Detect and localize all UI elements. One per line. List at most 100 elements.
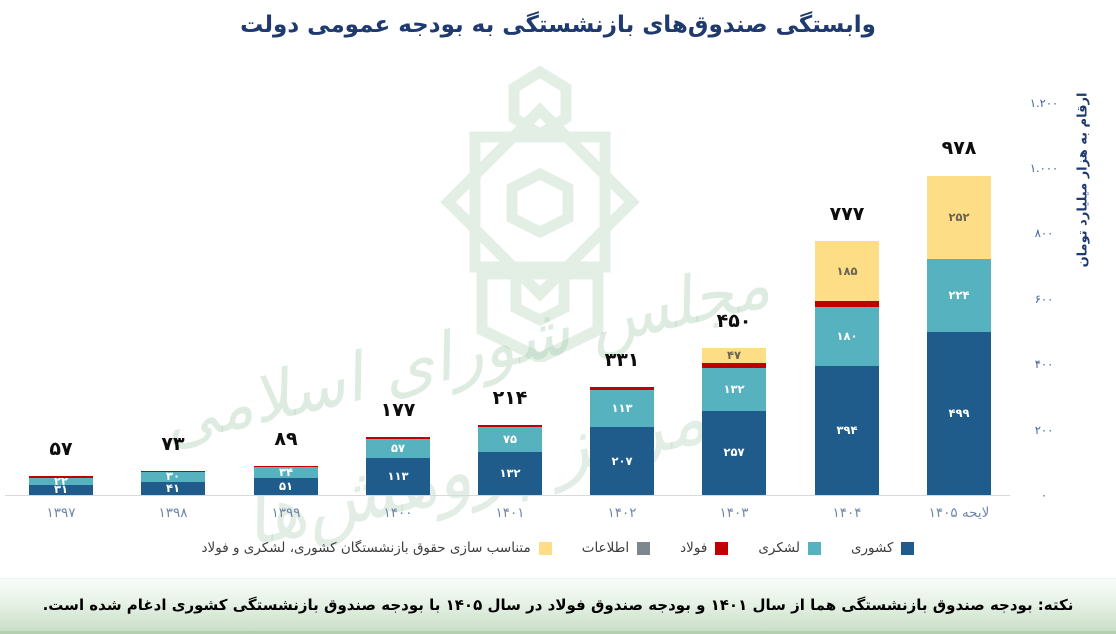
note-band: نکته: بودجه صندوق بازنشستگی هما از سال ۱… (0, 578, 1116, 634)
bar-segment (478, 425, 542, 428)
legend-item: لشکری (758, 540, 821, 556)
segment-value-label: ۳۱ (53, 482, 69, 497)
bar-segment: ۲۵۲ (927, 176, 991, 259)
stacked-bar: ۴۹۹ ۲۲۴ ۲۵۲ (927, 176, 991, 495)
stacked-bar: ۱۳۲ ۷۵ (478, 425, 542, 495)
bar-total-label: ۸۹ (274, 427, 298, 450)
bar-total-label: ۵۷ (49, 438, 73, 461)
bar-segment: ۲۲۴ (927, 258, 991, 332)
bar-segment (702, 363, 766, 368)
legend-swatch-icon (901, 541, 915, 555)
legend-swatch-icon (807, 541, 821, 555)
y-axis-tick-label: ۰ (1040, 488, 1048, 502)
bar-segment: ۳۰ (141, 469, 205, 484)
legend: کشوری لشکری فولاد اطلاعات متناسب سازی حقوق ب… (0, 540, 1116, 556)
segment-value-label: ۱۱۳ (387, 469, 409, 484)
y-axis-tick-label: ۸۰۰ (1034, 226, 1054, 241)
legend-swatch-icon (715, 541, 729, 555)
segment-value-label: ۲۰۷ (611, 453, 633, 468)
bar-segment: ۱۸۵ (815, 240, 879, 302)
bar-segment (29, 476, 93, 478)
legend-item: فولاد (680, 540, 729, 556)
segment-value-label: ۴۱ (165, 480, 181, 495)
bar-segment: ۲۰۷ (590, 427, 654, 495)
segment-value-label: ۳۹۴ (836, 423, 858, 438)
bar-segment: ۱۳۲ (702, 367, 766, 411)
x-axis-line (5, 495, 1010, 496)
bar-segment: ۳۹۴ (815, 366, 879, 495)
stacked-bar: ۳۱ ۲۲ (29, 473, 93, 497)
y-axis-tick-label: ۶۰۰ (1034, 291, 1054, 306)
bar-segment (590, 386, 654, 391)
legend-swatch-icon (538, 541, 552, 555)
x-axis-category-label: ۱۴۰۴ (832, 505, 862, 521)
bar-total-label: ۱۷۷ (380, 399, 416, 422)
segment-value-label: ۵۷ (390, 441, 406, 456)
bar-total-label: ۷۷۷ (829, 202, 865, 225)
chart-title: وابستگی صندوق‌های بازنشستگی به بودجه عمو… (240, 12, 876, 38)
bar-segment (366, 437, 430, 440)
x-axis-category-label: لایحه ۱۴۰۵ (928, 505, 990, 521)
bar-total-label: ۹۷۸ (941, 137, 977, 160)
segment-value-label: ۱۳۲ (723, 381, 745, 396)
legend-label: فولاد (680, 540, 708, 556)
bar-segment: ۴۷ (702, 347, 766, 364)
y-axis-tick-label: ۴۰۰ (1034, 357, 1054, 372)
segment-value-label: ۲۲ (53, 473, 69, 488)
bar-segment: ۱۱۳ (590, 390, 654, 428)
segment-value-label: ۱۸۰ (836, 329, 858, 344)
legend-item: اطلاعات (581, 540, 651, 556)
y-axis-tick-label: ۱.۰۰۰ (1029, 161, 1059, 175)
bar-total-label: ۳۳۱ (604, 348, 640, 371)
bar-segment: ۱۳۲ (478, 451, 542, 495)
stacked-bar: ۱۱۳ ۵۷ (366, 437, 430, 495)
bar-segment: ۳۱ (29, 482, 93, 497)
y-axis-tick-label: ۲۰۰ (1034, 422, 1054, 437)
stacked-bar: ۲۰۷ ۱۱۳ (590, 386, 654, 495)
bar-segment: ۱۸۰ (815, 307, 879, 367)
note-text: نکته: بودجه صندوق بازنشستگی هما از سال ۱… (42, 596, 1074, 614)
x-axis-category-label: ۱۴۰۳ (719, 505, 749, 521)
legend-label: لشکری (758, 540, 800, 556)
bar-segment: ۵۱ (254, 478, 318, 495)
y-axis-tick-label: ۱.۲۰۰ (1029, 95, 1059, 110)
segment-value-label: ۲۲۴ (948, 287, 970, 302)
x-axis-category-label: ۱۴۰۰ (383, 505, 413, 521)
segment-value-label: ۲۵۲ (948, 209, 970, 224)
segment-value-label: ۲۵۷ (723, 445, 745, 460)
legend-label: کشوری (850, 540, 894, 556)
bar-segment: ۷۵ (478, 427, 542, 452)
x-axis-category-label: ۱۴۰۱ (495, 505, 525, 521)
segment-value-label: ۱۱۳ (611, 401, 633, 416)
x-axis-category-label: ۱۳۹۷ (46, 505, 76, 521)
bar-segment (141, 471, 205, 472)
bar-total-label: ۲۱۴ (492, 387, 528, 410)
y-axis-title-wrap: ارقام به هزار میلیارد تومان (1070, 40, 1096, 320)
stacked-bar: ۴۱ ۳۰ (141, 469, 205, 495)
segment-value-label: ۷۵ (502, 432, 518, 447)
segment-value-label: ۴۹۹ (948, 405, 970, 420)
segment-value-label: ۳۴ (278, 465, 294, 480)
bar-segment: ۱۱۳ (366, 458, 430, 495)
bar-total-label: ۷۳ (161, 433, 185, 456)
bar-segment: ۵۷ (366, 439, 430, 459)
legend-item: متناسب سازی حقوق بازنشستگان کشوری، لشکری… (202, 540, 552, 556)
segment-value-label: ۵۱ (278, 479, 294, 494)
bar-segment: ۴۹۹ (927, 331, 991, 495)
legend-label: اطلاعات (581, 540, 630, 556)
segment-value-label: ۴۷ (726, 348, 742, 363)
stacked-bar: ۳۹۴ ۱۸۰ ۱۸۵ (815, 240, 879, 495)
stacked-bar: ۲۵۷ ۱۳۲ ۴۷ (702, 347, 766, 495)
segment-value-label: ۱۸۵ (836, 263, 858, 278)
x-axis-category-label: ۱۳۹۸ (158, 505, 188, 521)
y-axis-title: ارقام به هزار میلیارد تومان (1075, 92, 1091, 268)
bar-segment (815, 301, 879, 308)
bar-segment: ۲۲ (29, 473, 93, 488)
x-axis-category-label: ۱۳۹۹ (271, 505, 301, 521)
segment-value-label: ۱۳۲ (499, 465, 521, 480)
segment-value-label: ۳۰ (165, 469, 181, 484)
x-axis-category-label: ۱۴۰۲ (607, 505, 637, 521)
legend-item: کشوری (851, 540, 915, 556)
bar-segment: ۴۱ (141, 480, 205, 495)
